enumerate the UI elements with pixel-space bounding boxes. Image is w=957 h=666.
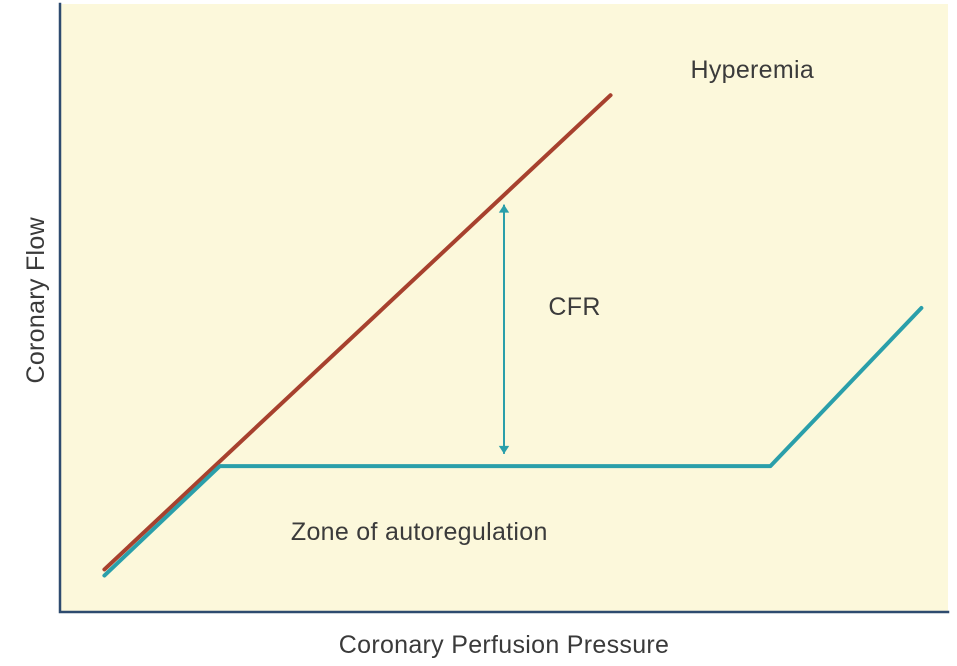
plot-svg bbox=[0, 0, 957, 666]
y-axis-label: Coronary Flow bbox=[22, 217, 51, 383]
hyperemia-label: Hyperemia bbox=[690, 56, 814, 85]
autoregulation-label: Zone of autoregulation bbox=[291, 518, 548, 547]
chart-container: Coronary Flow Coronary Perfusion Pressur… bbox=[0, 0, 957, 666]
x-axis-label: Coronary Perfusion Pressure bbox=[339, 631, 669, 660]
cfr-label: CFR bbox=[548, 293, 600, 322]
